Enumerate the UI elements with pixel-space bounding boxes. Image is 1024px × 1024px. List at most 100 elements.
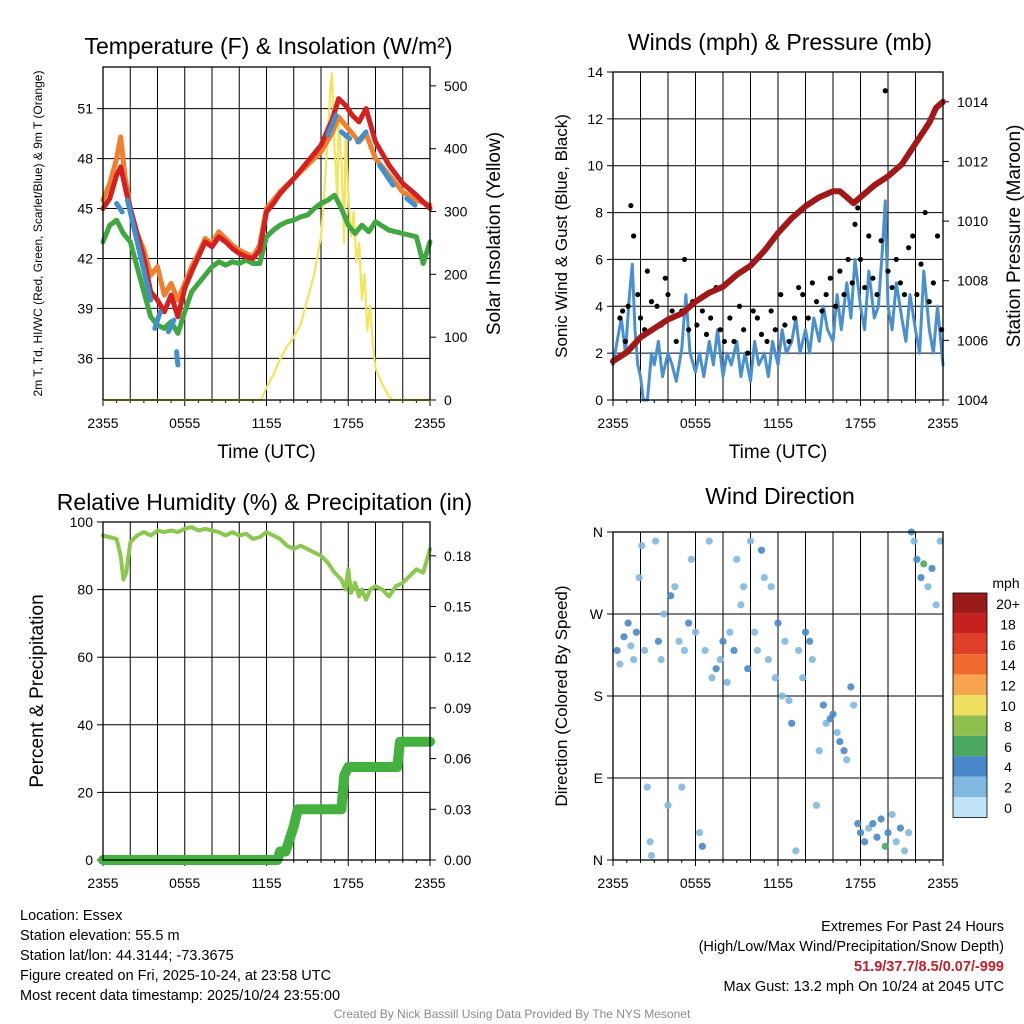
y2-tick-label: 0.12 [444,649,471,665]
direction-point [667,592,675,600]
legend-label: 16 [1000,637,1016,653]
extremes-values: 51.9/37.7/8.5/0.07/-999 [854,959,1004,975]
y-tick-label: 2 [595,345,603,361]
direction-point [892,838,900,846]
series-hi-wc-segment [165,317,177,335]
direction-point [654,637,662,645]
y2-tick-label: 0.06 [444,751,471,767]
direction-point [646,838,654,846]
y-tick-label: 48 [77,151,93,167]
direction-point [888,810,896,819]
legend-swatch [953,735,987,757]
direction-point [785,696,793,705]
y-tick-label: S [594,688,603,704]
extremes-heading: Extremes For Past 24 Hours [821,919,1004,935]
direction-point [920,560,928,568]
direction-point [719,637,727,645]
series-hi-wc-segment [355,129,369,145]
y2-tick-label: 1014 [957,94,988,110]
legend-swatch [953,593,987,614]
direction-point [664,801,672,809]
legend-swatch [953,654,987,675]
legend-swatch [953,695,987,716]
gust-point [654,303,660,309]
direction-point [753,646,761,655]
y-tick-label: 0 [85,852,93,868]
direction-point [843,756,851,764]
direction-point [627,642,635,650]
direction-point [815,747,823,755]
y2-tick-label: 0 [444,392,452,408]
direction-point [726,628,734,636]
y-tick-label: 51 [77,101,93,117]
direction-point [746,537,755,545]
direction-point [757,546,766,554]
gust-point [673,338,679,345]
y2-tick-label: 500 [444,78,468,94]
direction-point [643,783,651,791]
chart-title: Winds (mph) & Pressure (mb) [628,29,932,55]
direction-point [771,674,779,682]
x-axis-label: Time (UTC) [729,442,828,463]
y-tick-label: 10 [587,158,603,174]
station-location: Location: Essex [20,908,123,924]
y2-tick-label: 1006 [957,332,988,348]
direction-point [678,783,686,791]
legend-label: 2 [1004,780,1012,796]
gust-point [631,233,637,239]
station-latlon: Station lat/lon: 44.3144; -73.3675 [20,948,234,964]
gust-point [874,291,880,298]
y-tick-label: N [593,852,603,868]
gust-point [764,338,770,345]
y-tick-label: 8 [595,205,603,221]
direction-point [680,646,689,655]
direction-point [685,619,693,627]
x-tick-label: 2355 [927,875,958,891]
gust-point [906,245,912,251]
direction-point [657,655,665,664]
direction-point [616,660,624,668]
gust-point [878,238,884,244]
direction-point [806,637,814,645]
plot-border [102,66,431,401]
y2-tick-label: 0.00 [444,852,471,868]
direction-point [723,678,731,686]
x-tick-label: 1155 [763,415,793,431]
direction-point [905,829,913,837]
series-hi-wc-segment [152,309,163,331]
legend-label: 4 [1004,759,1012,775]
direction-point [924,583,932,591]
direction-point [647,851,656,860]
y2-tick-label: 300 [444,204,468,220]
y-axis-label: 2m T, Td, HI/WC (Red, Green, Scarlet/Blu… [31,71,45,397]
plot-border [612,71,944,401]
x-tick-label: 1755 [845,875,876,891]
direction-point [861,838,869,846]
x-axis-label: Time (UTC) [217,442,316,463]
gust-point [893,256,899,263]
y-tick-label: 39 [77,300,93,316]
y-tick-label: 36 [77,350,93,366]
gust-point [796,284,802,291]
gust-point [901,291,908,298]
series-2m-dewpoint [100,192,433,336]
gust-point [703,331,710,337]
direction-point [812,801,821,809]
gust-point [866,233,872,239]
x-tick-label: 0555 [680,875,711,891]
direction-point [712,665,720,673]
x-tick-label: 2355 [414,415,445,431]
gust-point [833,303,839,309]
gust-point [731,338,737,345]
y-tick-label: 4 [595,298,603,314]
x-tick-label: 1755 [333,875,364,891]
direction-point [641,646,649,655]
y2-tick-label: 1010 [957,213,988,229]
y-tick-label: 20 [77,784,93,800]
legend-swatch [953,756,987,777]
gust-point [669,308,675,314]
direction-point [781,637,789,645]
direction-point [896,824,904,832]
extremes-subheading: (High/Low/Max Wind/Precipitation/Snow De… [698,939,1004,955]
